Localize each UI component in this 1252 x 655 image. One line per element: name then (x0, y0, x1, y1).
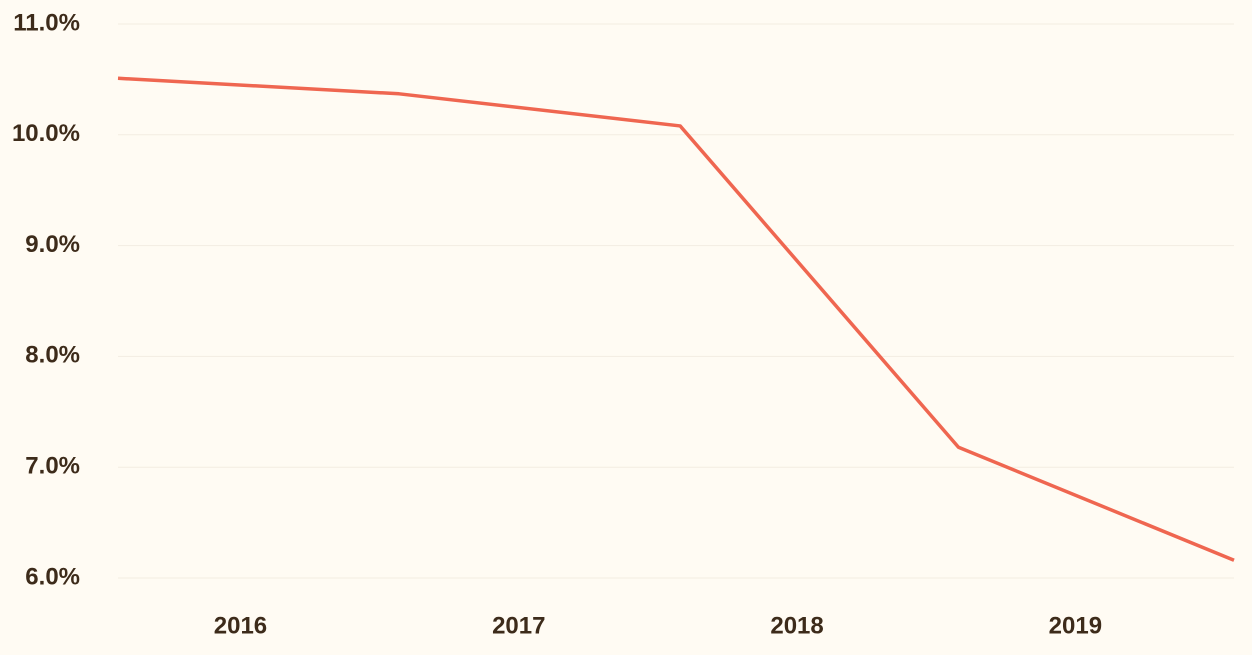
x-tick-label: 2016 (214, 612, 267, 639)
x-tick-label: 2017 (492, 612, 545, 639)
y-tick-label: 9.0% (25, 231, 80, 258)
y-tick-label: 8.0% (25, 342, 80, 369)
y-tick-label: 7.0% (25, 453, 80, 480)
x-tick-label: 2019 (1049, 612, 1102, 639)
y-tick-label: 10.0% (12, 120, 80, 147)
x-tick-label: 2018 (770, 612, 823, 639)
line (117, 76, 1235, 562)
y-tick-label: 11.0% (13, 9, 80, 36)
y-tick-label: 6.0% (25, 563, 80, 590)
